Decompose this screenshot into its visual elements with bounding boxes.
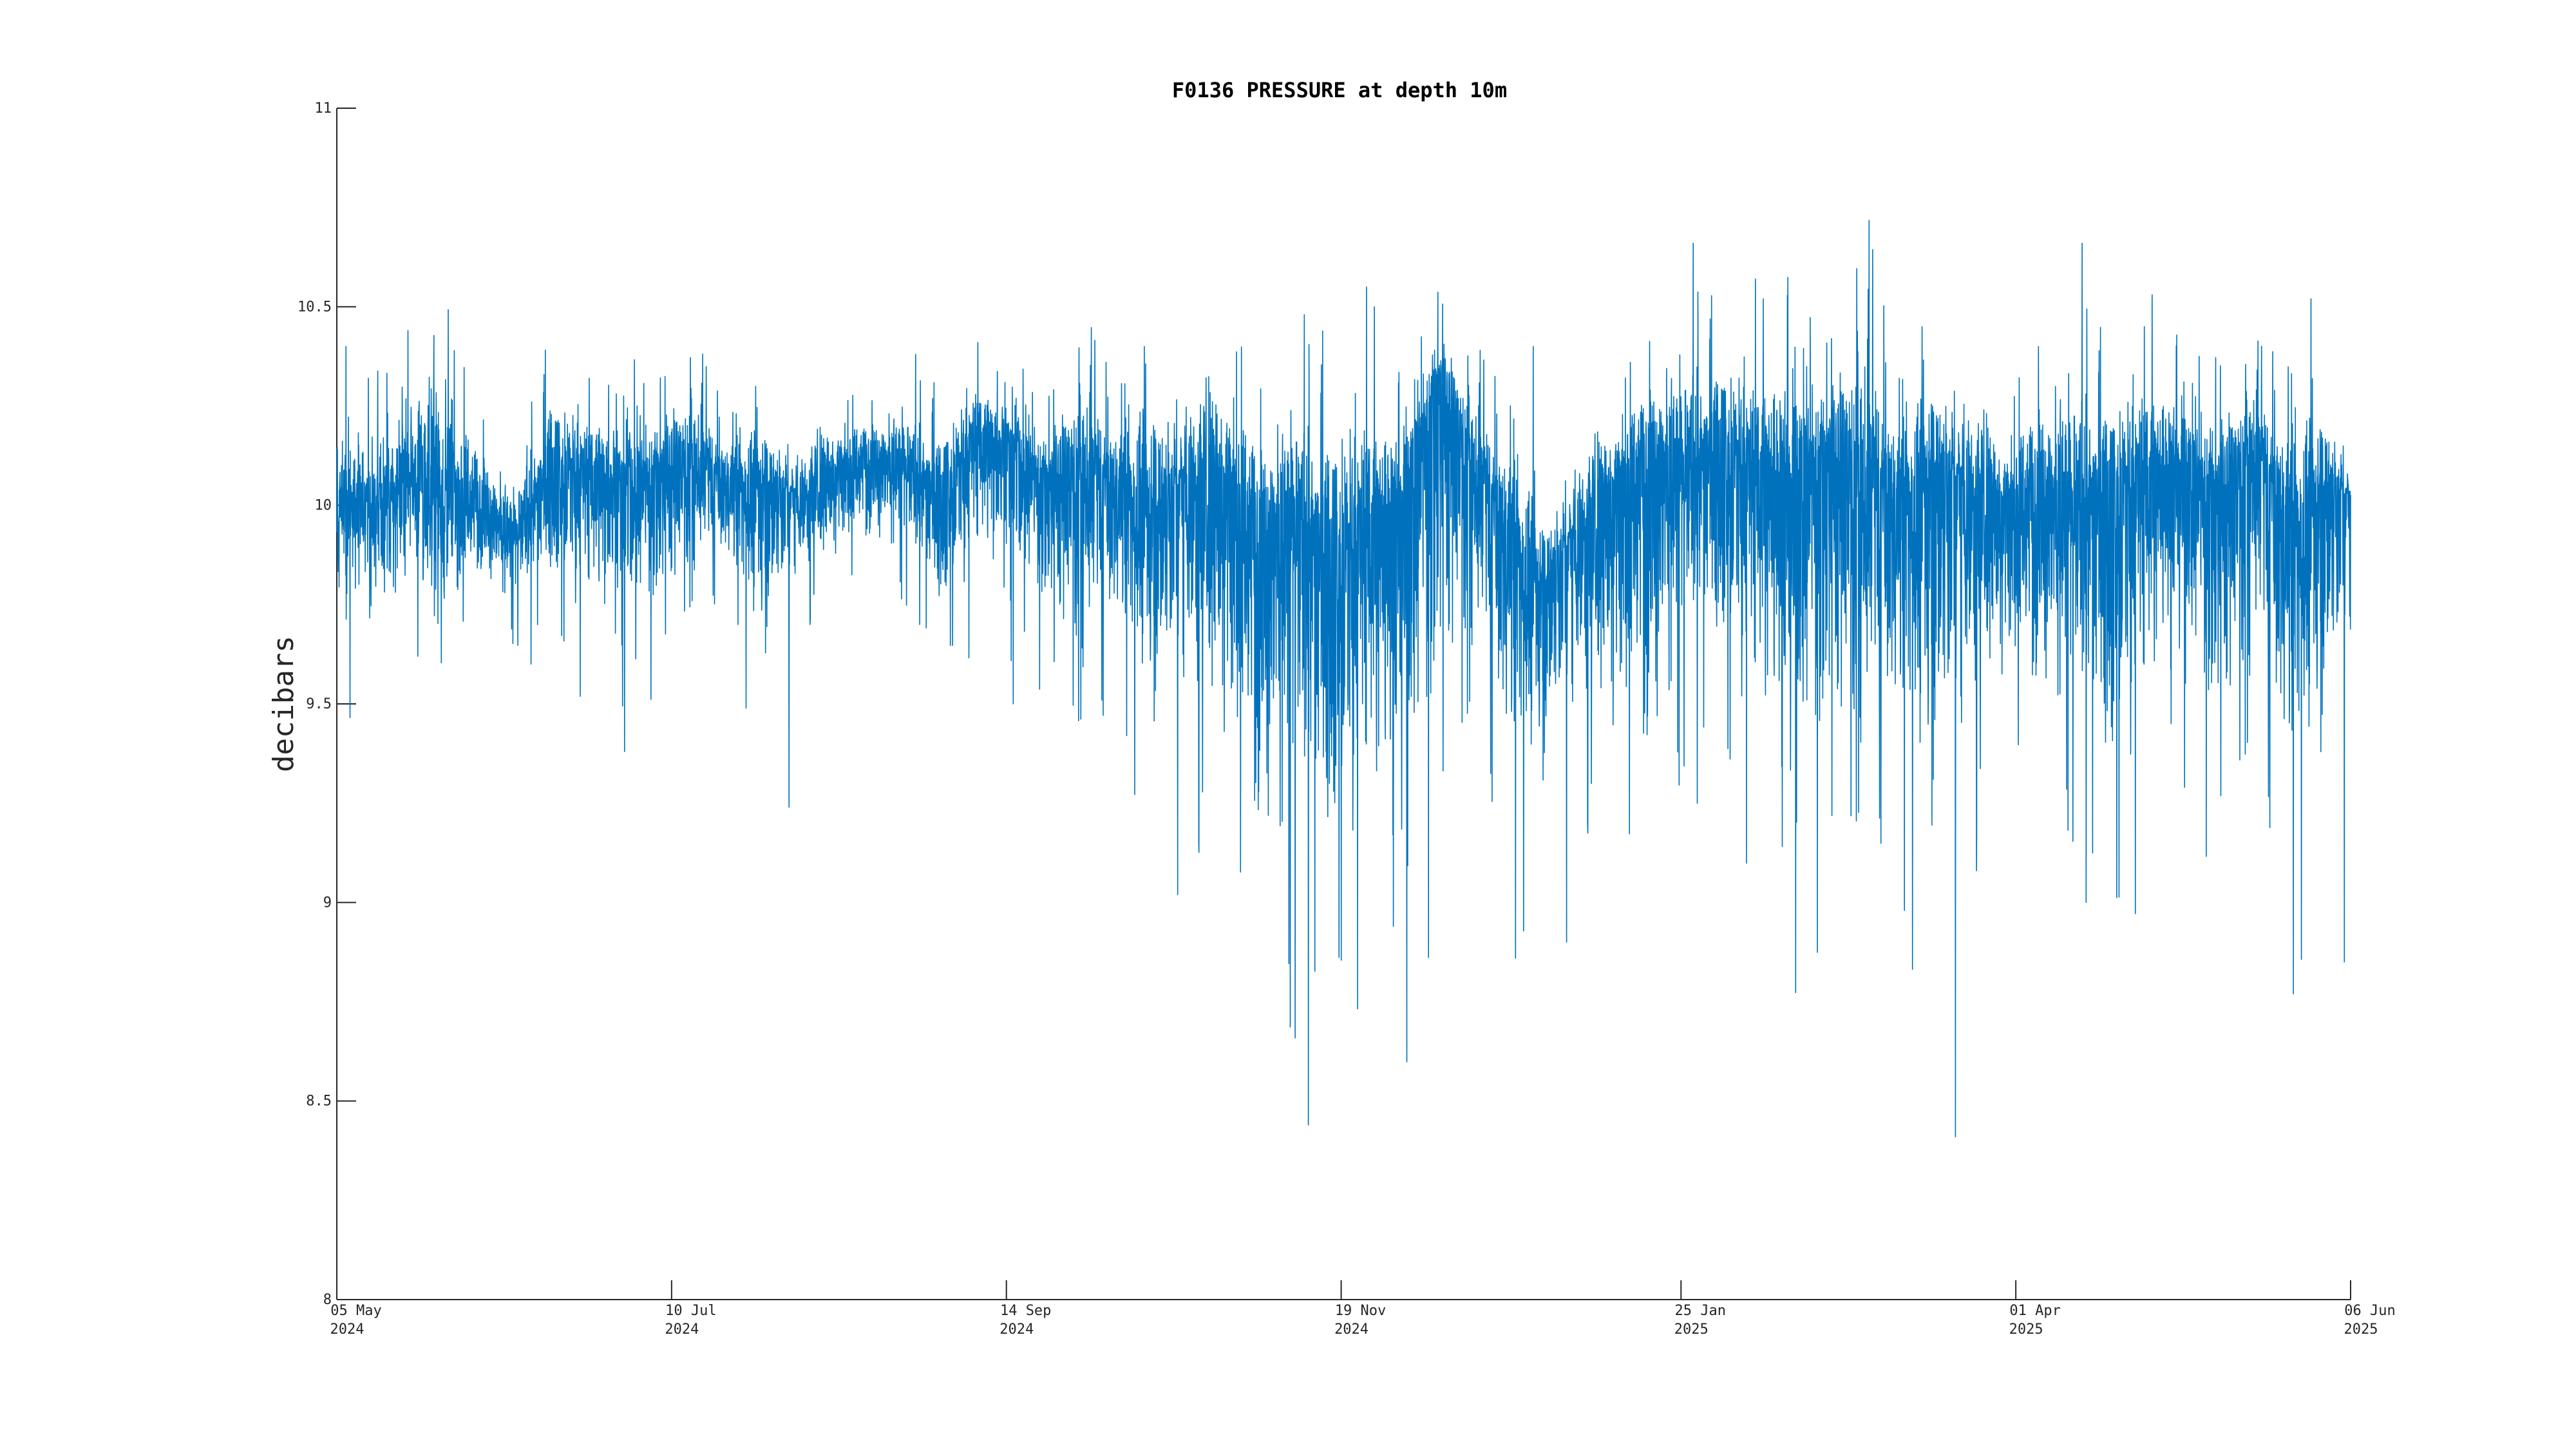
y-tick-label: 9 — [323, 895, 332, 911]
chart-title: F0136 PRESSURE at depth 10m — [1172, 78, 1507, 102]
x-tick-label-date: 10 Jul — [665, 1303, 716, 1319]
pressure-series-line — [336, 220, 2351, 1137]
x-tick-label-year: 2024 — [1334, 1321, 1368, 1338]
x-tick-label-date: 05 May — [330, 1303, 381, 1319]
y-tick-label: 10 — [315, 498, 332, 514]
y-tick-label: 8.5 — [306, 1094, 332, 1110]
x-tick-label-date: 01 Apr — [2009, 1303, 2060, 1319]
y-tick-label: 11 — [315, 100, 332, 117]
x-tick-label-year: 2024 — [999, 1321, 1034, 1338]
x-tick-label-date: 14 Sep — [1000, 1303, 1051, 1319]
x-tick-label-year: 2024 — [665, 1321, 699, 1338]
x-tick-label-year: 2025 — [2009, 1321, 2043, 1338]
x-axis: 05 May 2024 10 Jul 2024 14 Sep 2024 19 Nov 2024… — [330, 1280, 2396, 1338]
x-tick-label-year: 2025 — [2344, 1321, 2378, 1338]
x-tick-label-year: 2024 — [330, 1321, 365, 1338]
y-axis-label: decibars — [267, 636, 300, 772]
x-tick-label-year: 2025 — [1674, 1321, 1709, 1338]
series-group — [336, 220, 2351, 1137]
y-tick-label: 10.5 — [298, 299, 332, 315]
y-axis: 8 8.5 9 9.5 10 10.5 11 — [298, 100, 356, 1308]
y-tick-label: 8 — [323, 1292, 332, 1308]
y-tick-label: 9.5 — [306, 696, 332, 712]
x-tick-label-date: 06 Jun — [2344, 1303, 2395, 1319]
x-tick-label-date: 19 Nov — [1335, 1303, 1386, 1319]
x-tick-label-date: 25 Jan — [1675, 1303, 1726, 1319]
